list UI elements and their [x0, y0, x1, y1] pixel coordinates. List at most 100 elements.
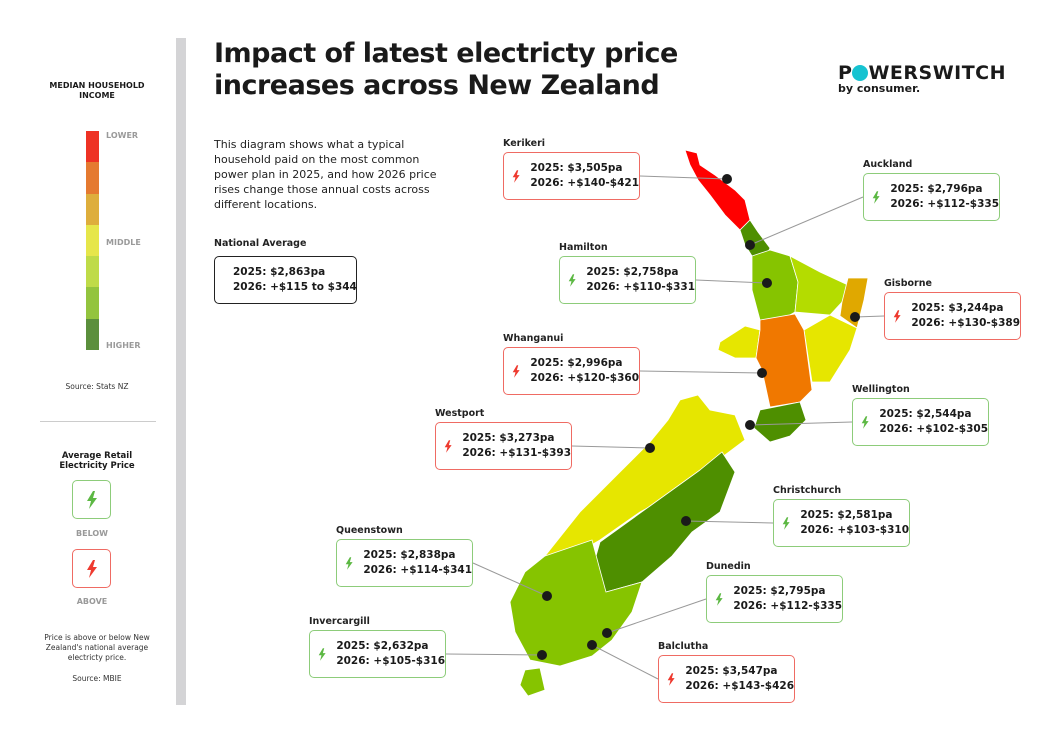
increase-2026: 2026: +$131-$393: [462, 447, 571, 459]
increase-2026: 2026: +$112-$335: [733, 600, 842, 612]
location-label-kerikeri: Kerikeri: [503, 138, 546, 149]
scale-label-higher: HIGHER: [106, 341, 141, 350]
region-northland: [684, 149, 751, 231]
callout-balclutha: 2025: $3,547pa 2026: +$143-$426: [658, 655, 795, 703]
increase-2026: 2026: +$105-$316: [336, 655, 445, 667]
income-source: Source: Stats NZ: [65, 382, 129, 391]
location-label-dunedin: Dunedin: [706, 561, 751, 572]
intro-text: This diagram shows what a typical househ…: [214, 138, 437, 211]
region-taranaki: [717, 325, 761, 359]
scale-label-middle: MIDDLE: [106, 238, 141, 247]
above-label: ABOVE: [76, 597, 108, 606]
national-average-label: National Average: [214, 238, 307, 249]
increase-2026: 2026: +$112-$335: [890, 198, 999, 210]
lightning-icon: [667, 672, 675, 686]
callout-hamilton: 2025: $2,758pa 2026: +$110-$331: [559, 256, 696, 304]
callout-whanganui: 2025: $2,996pa 2026: +$120-$360: [503, 347, 640, 395]
lightning-icon: [782, 516, 790, 530]
callout-dunedin: 2025: $2,795pa 2026: +$112-$335: [706, 575, 843, 623]
location-dot-whanganui: [757, 368, 767, 378]
callout-auckland: 2025: $2,796pa 2026: +$112-$335: [863, 173, 1000, 221]
above-legend-box: [72, 549, 111, 588]
lightning-icon: [715, 592, 723, 606]
lightning-icon: [86, 559, 97, 578]
location-dot-hamilton: [762, 278, 772, 288]
region-canterbury: [591, 451, 736, 593]
scale-band: [86, 224, 99, 257]
location-label-invercargill: Invercargill: [309, 616, 370, 627]
location-label-auckland: Auckland: [863, 159, 913, 170]
national-2025: 2025: $2,863pa: [233, 266, 326, 278]
location-label-christchurch: Christchurch: [773, 485, 842, 496]
location-dot-wellington: [745, 420, 755, 430]
lightning-icon: [318, 647, 326, 661]
lightning-icon: [512, 364, 520, 378]
callout-queenstown: 2025: $2,838pa 2026: +$114-$341: [336, 539, 473, 587]
callout-westport: 2025: $3,273pa 2026: +$131-$393: [435, 422, 572, 470]
increase-2026: 2026: +$140-$421: [530, 177, 639, 189]
price-2025: 2025: $2,544pa: [879, 408, 972, 420]
location-dot-invercargill: [537, 650, 547, 660]
scale-band: [86, 318, 99, 350]
increase-2026: 2026: +$110-$331: [586, 281, 695, 293]
lightning-icon: [444, 439, 452, 453]
increase-2026: 2026: +$120-$360: [530, 372, 639, 384]
callout-gisborne: 2025: $3,244pa 2026: +$130-$389: [884, 292, 1021, 340]
price-source: Source: MBIE: [72, 674, 122, 683]
location-dot-westport: [645, 443, 655, 453]
region-wellington: [753, 401, 807, 443]
location-label-wellington: Wellington: [852, 384, 910, 395]
increase-2026: 2026: +$130-$389: [911, 317, 1020, 329]
page-title: Impact of latest electricty price increa…: [214, 38, 678, 101]
leader-line: [472, 562, 548, 597]
scale-band: [86, 131, 99, 163]
location-dot-dunedin: [602, 628, 612, 638]
price-2025: 2025: $2,632pa: [336, 640, 429, 652]
location-label-hamilton: Hamilton: [559, 242, 608, 253]
increase-2026: 2026: +$114-$341: [363, 564, 472, 576]
leader-line: [749, 421, 853, 426]
location-label-queenstown: Queenstown: [336, 525, 403, 536]
location-dot-queenstown: [542, 591, 552, 601]
location-label-whanganui: Whanganui: [503, 333, 564, 344]
national-average-box: 2025: $2,863pa 2026: +$115 to $344: [214, 256, 357, 304]
below-legend-box: [72, 480, 111, 519]
callout-christchurch: 2025: $2,581pa 2026: +$103-$310: [773, 499, 910, 547]
location-label-balclutha: Balclutha: [658, 641, 709, 652]
location-dot-balclutha: [587, 640, 597, 650]
location-label-gisborne: Gisborne: [884, 278, 932, 289]
location-dot-auckland: [745, 240, 755, 250]
region-stewart-island: [519, 667, 546, 697]
scale-band: [86, 193, 99, 225]
callout-kerikeri: 2025: $3,505pa 2026: +$140-$421: [503, 152, 640, 200]
leader-line: [695, 279, 768, 284]
leader-line: [639, 370, 763, 374]
region-west-coast: [544, 394, 746, 563]
price-2025: 2025: $2,795pa: [733, 585, 826, 597]
location-dot-gisborne: [850, 312, 860, 322]
leader-line: [749, 196, 864, 246]
price-legend-title: Average Retail Electricity Price: [59, 451, 135, 471]
price-2025: 2025: $3,505pa: [530, 162, 623, 174]
lightning-icon: [568, 273, 576, 287]
income-legend-title: MEDIAN HOUSEHOLD INCOME: [49, 81, 145, 100]
leader-line: [685, 520, 774, 524]
callout-wellington: 2025: $2,544pa 2026: +$102-$305: [852, 398, 989, 446]
price-2025: 2025: $2,996pa: [530, 357, 623, 369]
national-2026: 2026: +$115 to $344: [233, 281, 357, 293]
legend-divider: [40, 421, 156, 422]
scale-band: [86, 256, 99, 288]
powerswitch-logo: P WERSWITCH by consumer.: [838, 62, 1007, 95]
sidebar-divider: [176, 38, 186, 705]
lightning-icon: [86, 490, 97, 509]
increase-2026: 2026: +$103-$310: [800, 524, 909, 536]
price-2025: 2025: $2,758pa: [586, 266, 679, 278]
logo-sub: by consumer.: [838, 82, 921, 95]
location-dot-kerikeri: [722, 174, 732, 184]
leader-line: [606, 598, 707, 634]
price-2025: 2025: $3,547pa: [685, 665, 778, 677]
price-2025: 2025: $3,273pa: [462, 432, 555, 444]
leader-line: [639, 175, 728, 180]
lightning-icon: [872, 190, 880, 204]
